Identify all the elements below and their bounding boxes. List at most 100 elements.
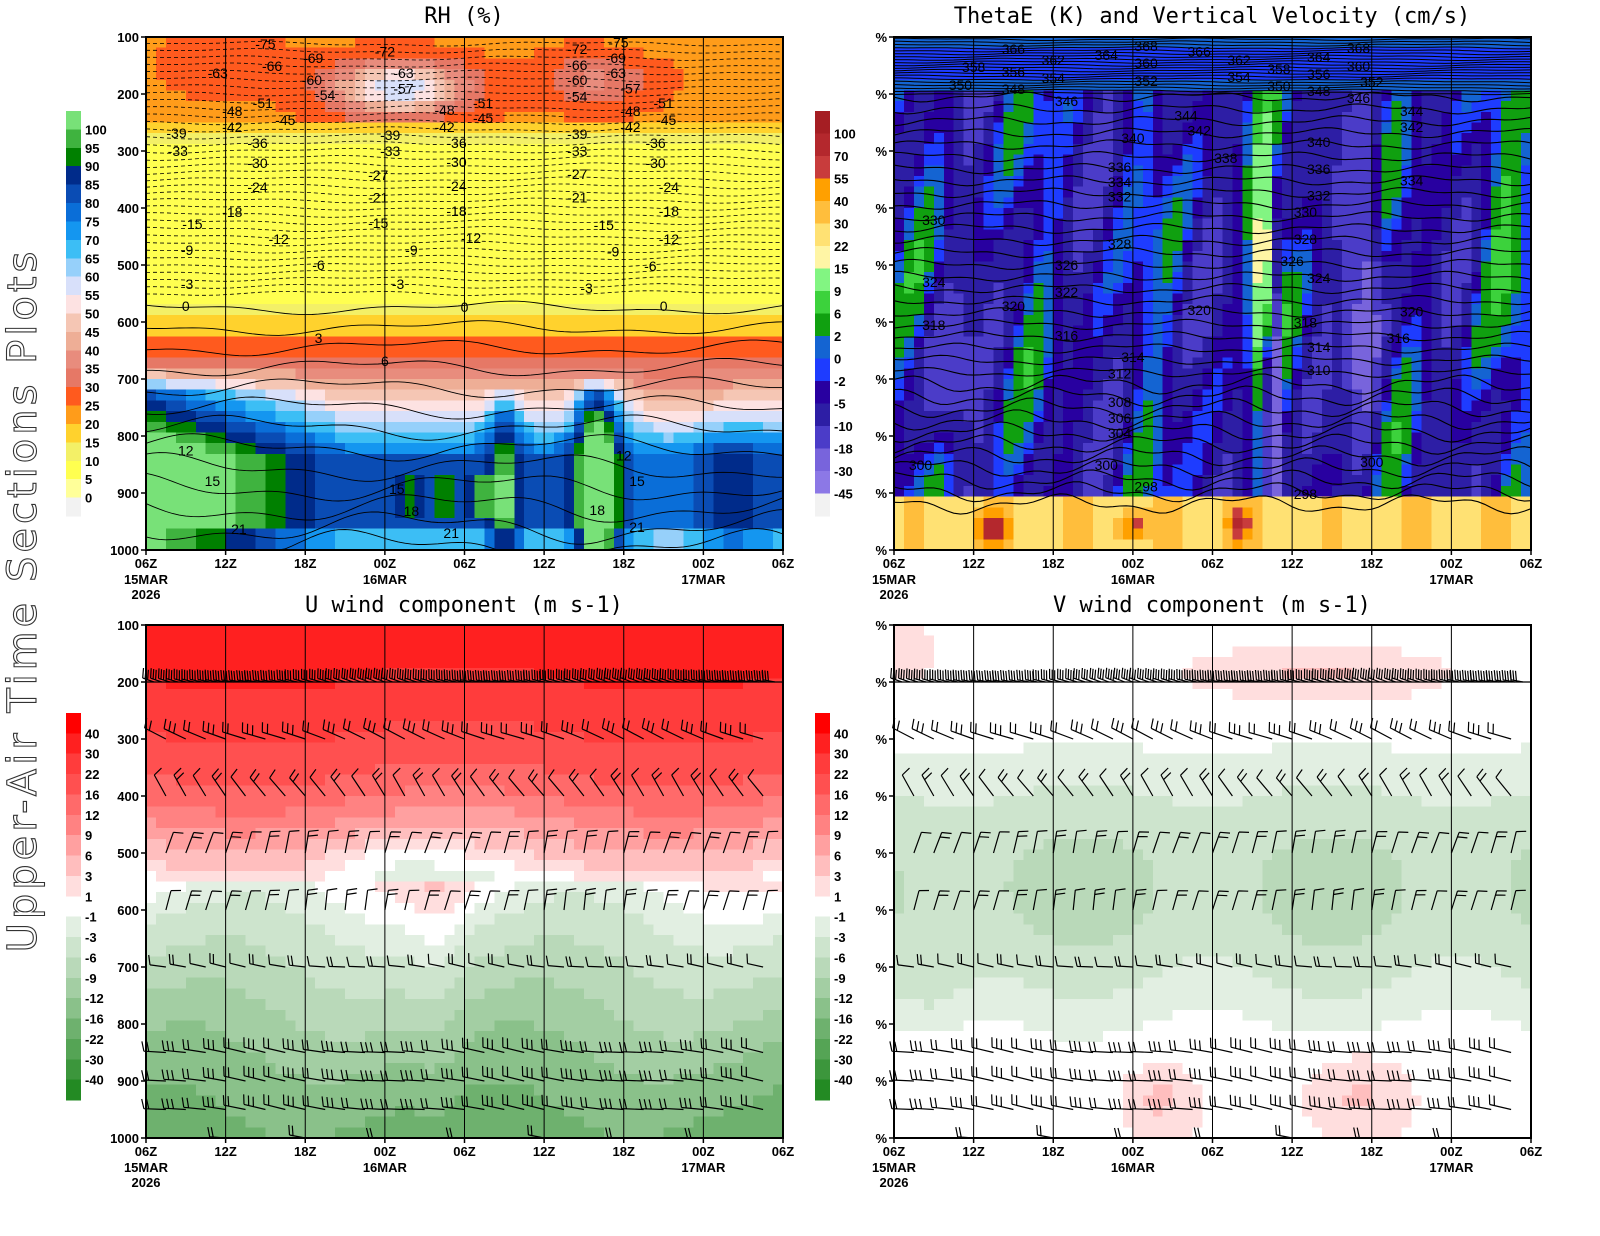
field-cell [1172,69,1184,81]
field-cell [1222,47,1233,59]
field-cell [434,314,446,327]
field-cell [1073,79,1084,92]
field-cell [943,485,955,498]
field-cell [973,336,985,348]
field-cell [295,208,306,220]
field-cell [235,101,247,113]
field-cell [175,293,187,305]
field-cell [1083,175,1094,188]
field-cell [444,261,456,273]
field-cell [583,475,595,487]
field-cell [1112,539,1124,551]
field-cell [394,90,406,102]
field-cell [345,539,356,551]
field-cell [444,197,456,209]
field-cell [613,400,625,412]
field-cell [195,133,207,145]
field-cell [315,314,326,327]
field-cell [394,400,406,412]
field-cell [573,421,585,434]
field-cell [564,261,575,273]
field-cell [723,272,734,284]
field-cell [364,101,376,113]
field-cell [255,368,267,380]
field-cell [1202,411,1214,423]
field-cell [325,304,336,316]
contour-label: -63 [393,65,413,81]
field-cell [1083,143,1094,156]
field-cell [335,175,346,188]
field-cell [1023,272,1034,284]
field-cell [235,197,247,209]
field-cell [973,453,985,466]
field-cell [155,496,167,508]
field-cell [913,90,925,102]
field-cell [245,261,257,273]
field-cell [534,250,545,263]
field-cell [1122,229,1134,241]
field-cell [1083,539,1094,551]
field-cell [1162,411,1174,423]
field-cell [983,165,995,177]
field-cell [534,240,545,252]
field-cell [285,368,296,380]
field-cell [345,218,356,230]
field-cell [1172,475,1184,487]
field-cell [295,282,306,295]
field-cell [434,432,446,444]
field-cell [464,154,476,166]
field-cell [534,79,545,92]
field-cell [514,122,525,134]
field-cell [1033,90,1044,102]
field-cell [484,175,495,188]
field-cell [1103,539,1114,551]
field-cell [1083,304,1094,316]
field-cell [673,240,685,252]
field-cell [573,261,585,273]
colorbar: 1009590858075706560555045403530252015105… [66,111,107,517]
field-cell [943,143,955,156]
field-cell [146,411,157,423]
field-cell [464,197,476,209]
field-cell [524,250,535,263]
field-cell [165,325,177,337]
field-cell [1053,357,1064,369]
field-cell [953,304,965,316]
field-cell [424,464,436,476]
field-cell [933,496,945,508]
field-cell [1003,539,1015,551]
field-cell [155,346,167,359]
field-cell [1152,240,1164,252]
field-cell [973,229,985,241]
field-cell [583,517,595,530]
field-cell [1232,282,1243,295]
contour-label: -39 [166,125,186,141]
field-cell [894,336,905,348]
field-cell [175,250,187,263]
y-tick-label: 800 [117,429,139,444]
field-cell [534,539,545,551]
field-cell [394,314,406,327]
field-cell [643,411,655,423]
field-cell [484,250,495,263]
field-cell [295,133,306,145]
field-cell [1142,282,1154,295]
field-cell [384,336,396,348]
field-cell [1222,357,1233,369]
field-cell [923,165,935,177]
field-cell [1013,175,1024,188]
field-cell [494,453,505,466]
contour-label: -3 [392,276,405,292]
field-cell [573,464,585,476]
field-cell [454,58,466,70]
field-cell [913,325,925,337]
field-cell [355,197,366,209]
field-cell [693,304,704,316]
field-cell [713,90,724,102]
field-cell [1063,432,1074,444]
field-cell [593,58,605,70]
field-cell [1073,122,1084,134]
field-cell [1033,293,1044,305]
contour-label: -69 [606,50,626,66]
field-cell [1093,282,1104,295]
